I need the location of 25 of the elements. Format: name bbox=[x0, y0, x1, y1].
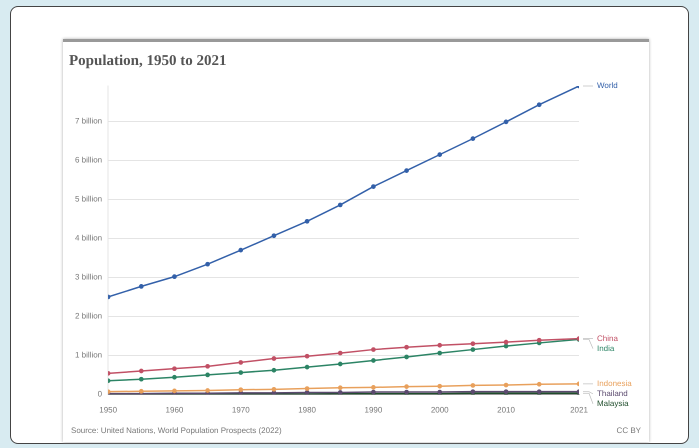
text: CC BY bbox=[616, 426, 641, 435]
text: India bbox=[597, 344, 615, 353]
text: Thailand bbox=[597, 389, 628, 398]
y-tick-label: 7 billion bbox=[74, 116, 102, 126]
text: Indonesia bbox=[597, 379, 632, 388]
x-tick-label: 2021 bbox=[570, 405, 588, 414]
y-tick-label: 1 billion bbox=[74, 350, 102, 360]
y-tick-label: 2 billion bbox=[74, 312, 102, 321]
x-tick-label: 2000 bbox=[430, 405, 450, 414]
y-tick-label: 4 billion bbox=[74, 234, 102, 243]
x-tick-label: 1990 bbox=[364, 405, 383, 414]
text: World bbox=[597, 81, 618, 90]
y-tick-label: 5 billion bbox=[74, 194, 102, 204]
x-tick-label: 2010 bbox=[497, 405, 516, 414]
y-tick-label: 6 billion bbox=[74, 156, 102, 165]
text: Malaysia bbox=[597, 399, 630, 408]
text: China bbox=[597, 334, 618, 343]
y-tick-label: 0 bbox=[98, 390, 103, 399]
chart-title: Population, 1950 to 2021 bbox=[69, 52, 227, 69]
source-note: Source: United Nations, World Population Prospects (2022) bbox=[71, 426, 282, 435]
y-tick-label: 3 billion bbox=[74, 272, 102, 282]
x-tick-label: 1970 bbox=[232, 405, 250, 414]
x-tick-label: 1980 bbox=[298, 405, 317, 414]
x-tick-label: 1950 bbox=[99, 405, 118, 414]
x-tick-label: 1960 bbox=[166, 405, 184, 414]
